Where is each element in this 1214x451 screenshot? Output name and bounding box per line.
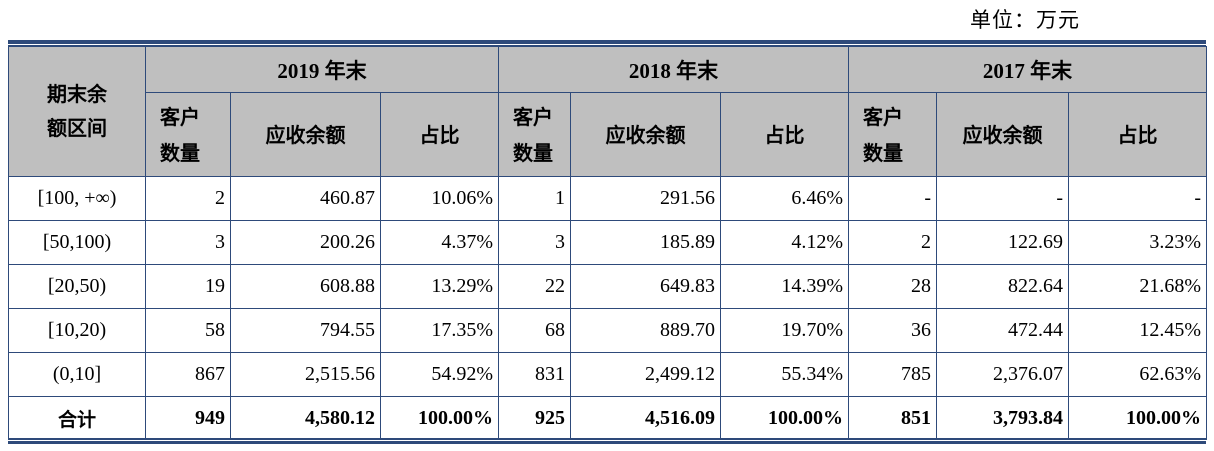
table-row: [10,20) 58 794.55 17.35% 68 889.70 19.70…	[8, 308, 1208, 353]
total-cell: 100.00%	[379, 396, 500, 440]
table-row: [100, +∞) 2 460.87 10.06% 1 291.56 6.46%…	[8, 176, 1208, 221]
total-row: 合计 949 4,580.12 100.00% 925 4,516.09 100…	[8, 396, 1208, 440]
table-cell: 19.70%	[720, 308, 850, 353]
table-cell: 28	[848, 264, 938, 309]
table-cell: 460.87	[230, 176, 381, 221]
table-cell: 2	[145, 176, 231, 221]
total-cell: 949	[145, 396, 231, 440]
year-header-2018: 2018 年末	[498, 46, 850, 93]
table-cell: -	[936, 176, 1070, 221]
count-header-2017: 客户数量	[848, 92, 938, 177]
range-cell: [50,100)	[8, 220, 146, 265]
year-header-2017: 2017 年末	[848, 46, 1208, 93]
ratio-header-2017: 占比	[1068, 92, 1208, 177]
table-cell: 1	[498, 176, 572, 221]
total-cell: 100.00%	[1068, 396, 1208, 440]
receivables-table: 期末余额区间 2019 年末 2018 年末 2017 年末 客户数量 应收余额…	[8, 46, 1208, 440]
total-cell: 4,580.12	[230, 396, 381, 440]
total-cell: 925	[498, 396, 572, 440]
amount-header-2019: 应收余额	[230, 92, 381, 177]
table-cell: 2,376.07	[936, 352, 1070, 397]
range-cell: [100, +∞)	[8, 176, 146, 221]
table-cell: 13.29%	[379, 264, 500, 309]
amount-header-2017: 应收余额	[936, 92, 1070, 177]
unit-label: 单位：万元	[970, 8, 1080, 32]
table-cell: 831	[498, 352, 572, 397]
top-rule	[8, 40, 1206, 44]
total-cell: 3,793.84	[936, 396, 1070, 440]
table-cell: 58	[145, 308, 231, 353]
table-cell: 3	[145, 220, 231, 265]
count-header-2019: 客户数量	[145, 92, 231, 177]
table-cell: -	[1068, 176, 1208, 221]
table-cell: 185.89	[570, 220, 722, 265]
ratio-header-2019: 占比	[379, 92, 500, 177]
range-cell: (0,10]	[8, 352, 146, 397]
table-cell: 54.92%	[379, 352, 500, 397]
table-cell: 4.37%	[379, 220, 500, 265]
total-cell: 851	[848, 396, 938, 440]
range-cell: [20,50)	[8, 264, 146, 309]
total-cell: 100.00%	[720, 396, 850, 440]
table-cell: 608.88	[230, 264, 381, 309]
table-cell: 2,499.12	[570, 352, 722, 397]
table-cell: 10.06%	[379, 176, 500, 221]
year-header-2019: 2019 年末	[144, 46, 500, 93]
table-cell: 12.45%	[1068, 308, 1208, 353]
table-cell: 62.63%	[1068, 352, 1208, 397]
table-cell: 2	[848, 220, 938, 265]
range-cell: [10,20)	[8, 308, 146, 353]
bottom-rule-thin	[8, 438, 1206, 439]
table-cell: -	[848, 176, 938, 221]
table-row: (0,10] 867 2,515.56 54.92% 831 2,499.12 …	[8, 352, 1208, 397]
table-row: [50,100) 3 200.26 4.37% 3 185.89 4.12% 2…	[8, 220, 1208, 265]
table-cell: 68	[498, 308, 572, 353]
table-cell: 36	[848, 308, 938, 353]
table-cell: 3.23%	[1068, 220, 1208, 265]
table-cell: 822.64	[936, 264, 1070, 309]
table-cell: 4.12%	[720, 220, 850, 265]
table-cell: 6.46%	[720, 176, 850, 221]
table-cell: 867	[145, 352, 231, 397]
table-cell: 19	[145, 264, 231, 309]
table-cell: 55.34%	[720, 352, 850, 397]
table-cell: 291.56	[570, 176, 722, 221]
table-cell: 200.26	[230, 220, 381, 265]
table-row: [20,50) 19 608.88 13.29% 22 649.83 14.39…	[8, 264, 1208, 309]
table-cell: 794.55	[230, 308, 381, 353]
table-cell: 649.83	[570, 264, 722, 309]
table-cell: 14.39%	[720, 264, 850, 309]
range-header-text: 期末余额区间	[47, 82, 107, 140]
total-cell: 4,516.09	[570, 396, 722, 440]
table-cell: 22	[498, 264, 572, 309]
top-rule-thin	[8, 45, 1206, 46]
ratio-header-2018: 占比	[720, 92, 850, 177]
amount-header-2018: 应收余额	[570, 92, 722, 177]
bottom-rule	[8, 441, 1206, 444]
table-cell: 472.44	[936, 308, 1070, 353]
total-label: 合计	[8, 396, 146, 440]
table-cell: 122.69	[936, 220, 1070, 265]
range-header: 期末余额区间	[8, 46, 146, 177]
count-header-2018: 客户数量	[498, 92, 572, 177]
table-cell: 2,515.56	[230, 352, 381, 397]
table-cell: 3	[498, 220, 572, 265]
table-cell: 17.35%	[379, 308, 500, 353]
table-cell: 889.70	[570, 308, 722, 353]
table-cell: 785	[848, 352, 938, 397]
table-cell: 21.68%	[1068, 264, 1208, 309]
